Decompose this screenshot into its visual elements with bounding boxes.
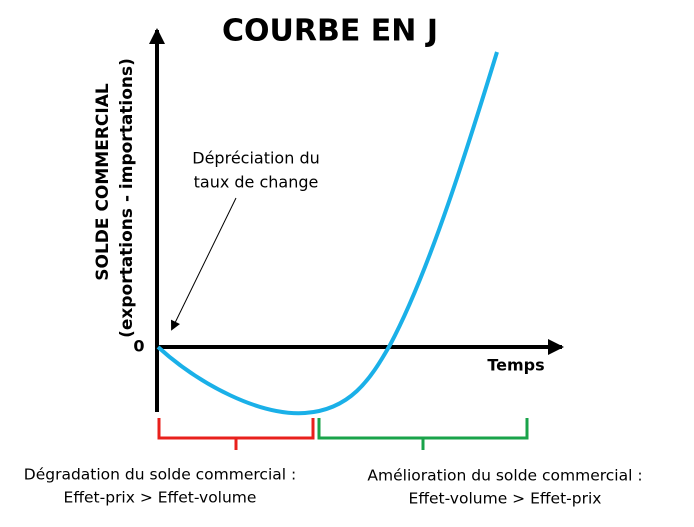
y-axis-label: SOLDE COMMERCIAL [93,83,113,281]
y-axis-sublabel: (exportations - importations) [117,58,137,338]
phase-brace [157,418,315,450]
phase-label: Effet-prix > Effet-volume [64,489,257,507]
annotation-arrow [171,197,237,331]
annotation-line: Dépréciation du [192,149,319,168]
origin-label: 0 [133,337,144,356]
title: COURBE EN J [222,14,438,49]
phase-label: Dégradation du solde commercial : [24,466,296,484]
j-curve [156,51,499,416]
phase-label: Effet-volume > Effet-prix [409,490,602,508]
phase-label: Amélioration du solde commercial : [367,467,642,485]
x-axis-label: Temps [487,356,544,375]
annotation-line: taux de change [194,173,319,192]
phase-brace [317,418,529,450]
